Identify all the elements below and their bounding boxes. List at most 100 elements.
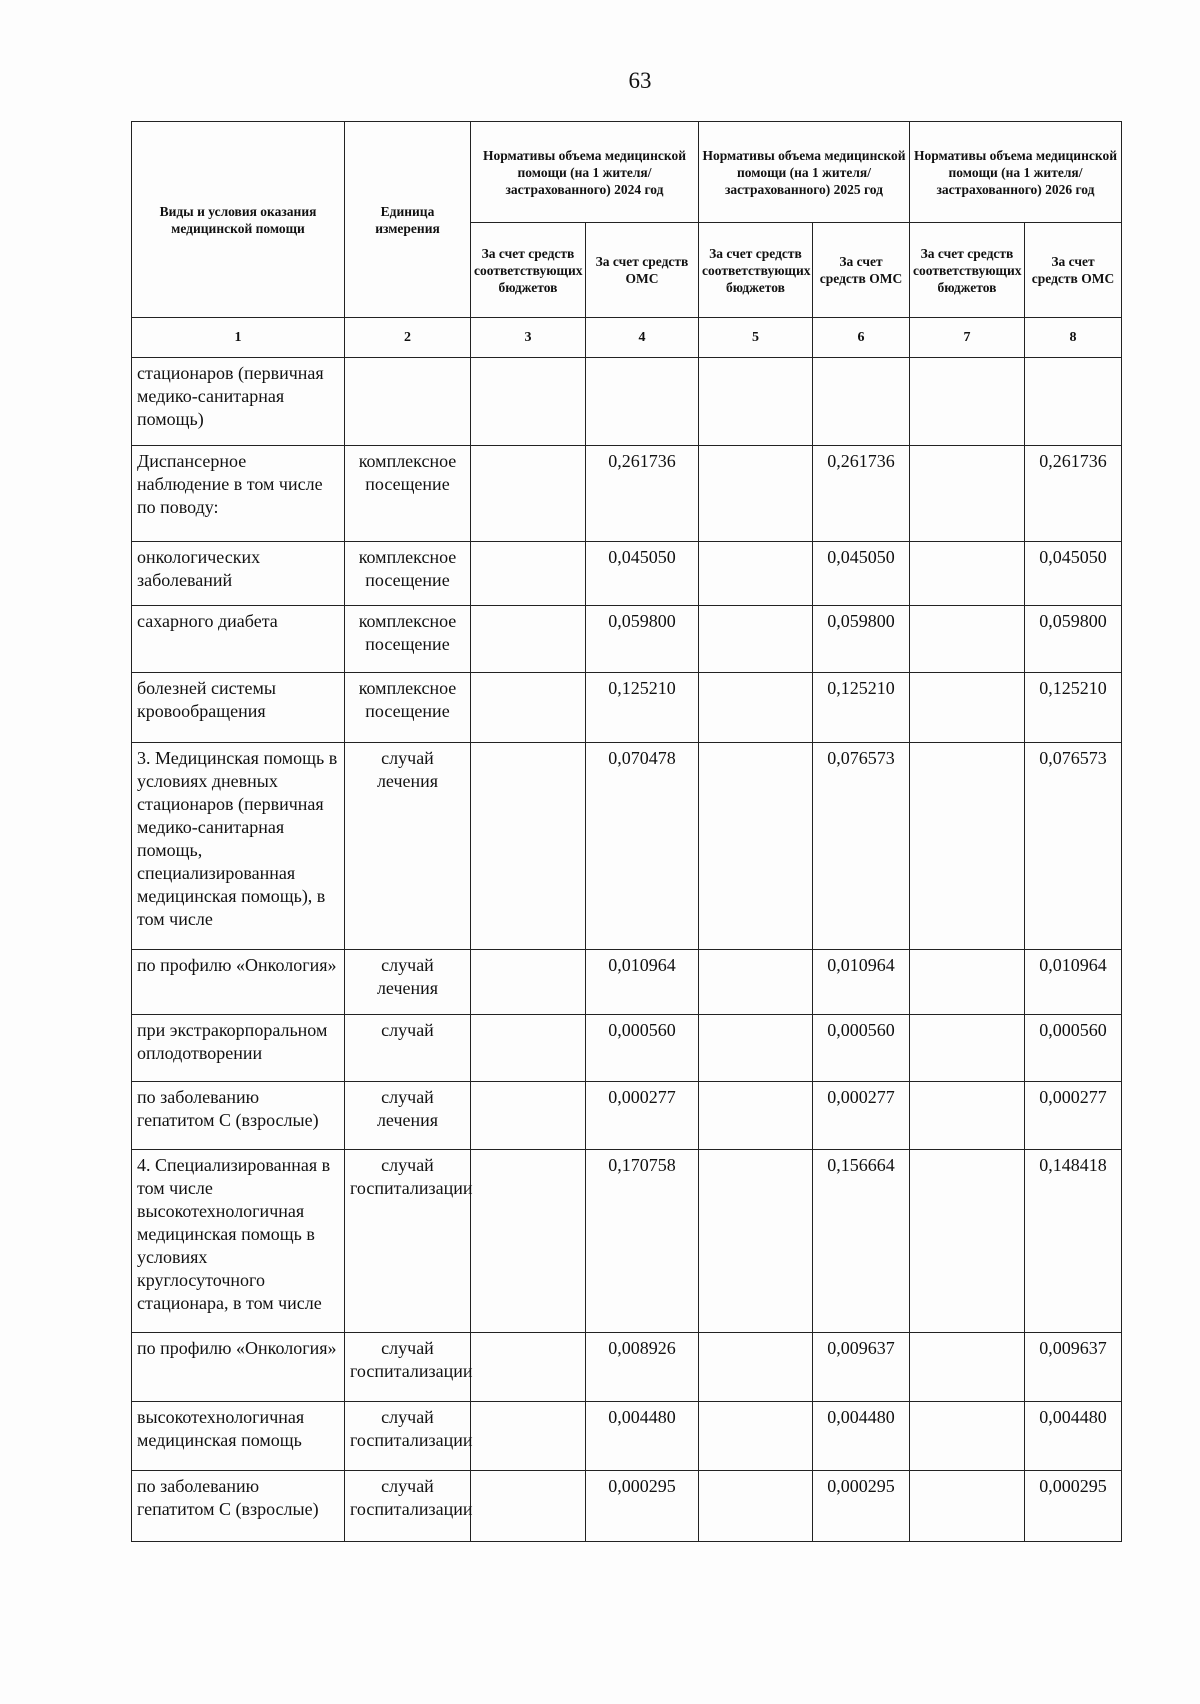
budget-2024: [470, 1014, 586, 1082]
header-oms-2024: За счет средств ОМС: [585, 222, 699, 318]
oms-2025: 0,010964: [812, 949, 910, 1015]
row-name: 4. Специализированная в том числе высоко…: [131, 1149, 345, 1333]
oms-2024: 0,170758: [585, 1149, 699, 1333]
budget-2024: [470, 1081, 586, 1150]
row-name: болезней системы кровообращения: [131, 672, 345, 743]
header-budget-2025: За счет средств соответствующих бюджетов: [698, 222, 813, 318]
row-name: высокотехнологичная медицинская помощь: [131, 1401, 345, 1471]
oms-2025: 0,004480: [812, 1401, 910, 1471]
oms-2026: 0,004480: [1024, 1401, 1122, 1471]
header-group-2025: Нормативы объема медицинской помощи (на …: [698, 121, 910, 223]
column-number: 8: [1024, 317, 1122, 358]
column-number: 5: [698, 317, 813, 358]
oms-2025: 0,076573: [812, 742, 910, 950]
header-col1: Виды и условия оказания медицинской помо…: [131, 121, 345, 318]
budget-2024: [470, 541, 586, 606]
row-unit: случай госпитализации: [344, 1401, 472, 1471]
oms-2024: [585, 357, 699, 446]
budget-2026: [909, 1081, 1025, 1150]
table-row: Диспансерное наблюдение в том числе по п…: [131, 445, 1122, 542]
budget-2026: [909, 357, 1025, 446]
oms-2024: 0,261736: [585, 445, 699, 542]
header-group-2024: Нормативы объема медицинской помощи (на …: [470, 121, 699, 223]
budget-2026: [909, 1149, 1025, 1333]
oms-2026: 0,076573: [1024, 742, 1122, 950]
oms-2024: 0,008926: [585, 1332, 699, 1402]
table-row: при экстракорпоральном оплодотворении слу…: [131, 1014, 1122, 1082]
row-name: Диспансерное наблюдение в том числе по п…: [131, 445, 345, 542]
budget-2026: [909, 672, 1025, 743]
oms-2026: 0,000277: [1024, 1081, 1122, 1150]
row-name: при экстракорпоральном оплодотворении: [131, 1014, 345, 1082]
budget-2025: [698, 605, 813, 673]
budget-2025: [698, 1401, 813, 1471]
budget-2025: [698, 1149, 813, 1333]
oms-2026: 0,125210: [1024, 672, 1122, 743]
row-unit: случай лечения: [344, 949, 471, 1015]
table-row: сахарного диабета комплексное посещение 0,…: [131, 605, 1122, 673]
budget-2026: [909, 445, 1025, 542]
row-unit: комплексное посещение: [344, 672, 471, 743]
header-budget-2024: За счет средств соответствующих бюджетов: [470, 222, 586, 318]
budget-2026: [909, 1401, 1025, 1471]
row-name: по профилю «Онкология»: [131, 949, 345, 1015]
budget-2025: [698, 445, 813, 542]
oms-2024: 0,059800: [585, 605, 699, 673]
budget-2024: [470, 1332, 586, 1402]
header-col2: Единица измерения: [344, 121, 471, 318]
row-unit: комплексное посещение: [344, 605, 471, 673]
budget-2025: [698, 541, 813, 606]
row-unit: случай: [344, 1014, 471, 1082]
budget-2026: [909, 541, 1025, 606]
budget-2025: [698, 1470, 813, 1542]
header-oms-2025: За счет средств ОМС: [812, 222, 910, 318]
oms-2024: 0,000277: [585, 1081, 699, 1150]
column-number: 3: [470, 317, 586, 358]
column-number: 2: [344, 317, 471, 358]
table-row: болезней системы кровообращения комплексн…: [131, 672, 1122, 743]
oms-2025: 0,045050: [812, 541, 910, 606]
table-row: по заболеванию гепатитом С (взрослые) слу…: [131, 1470, 1122, 1542]
row-name: по профилю «Онкология»: [131, 1332, 345, 1402]
budget-2025: [698, 949, 813, 1015]
budget-2025: [698, 1081, 813, 1150]
column-number: 1: [131, 317, 345, 358]
row-unit: случай госпитализации: [344, 1149, 472, 1333]
header-group-2026: Нормативы объема медицинской помощи (на …: [909, 121, 1122, 223]
oms-2025: 0,000277: [812, 1081, 910, 1150]
oms-2025: 0,156664: [812, 1149, 910, 1333]
oms-2024: 0,000295: [585, 1470, 699, 1542]
oms-2024: 0,125210: [585, 672, 699, 743]
budget-2024: [470, 949, 586, 1015]
row-unit: случай лечения: [344, 742, 471, 950]
norms-table: Виды и условия оказания медицинской помо…: [131, 121, 1122, 1542]
oms-2024: 0,000560: [585, 1014, 699, 1082]
row-unit: случай лечения: [344, 1081, 471, 1150]
budget-2026: [909, 949, 1025, 1015]
oms-2026: 0,148418: [1024, 1149, 1122, 1333]
row-unit: комплексное посещение: [344, 541, 471, 606]
budget-2025: [698, 1332, 813, 1402]
oms-2025: 0,009637: [812, 1332, 910, 1402]
column-number: 6: [812, 317, 910, 358]
oms-2026: 0,261736: [1024, 445, 1122, 542]
oms-2024: 0,010964: [585, 949, 699, 1015]
row-unit: [344, 357, 471, 446]
oms-2026: 0,000295: [1024, 1470, 1122, 1542]
oms-2025: 0,000560: [812, 1014, 910, 1082]
budget-2024: [470, 672, 586, 743]
page-number: 63: [628, 68, 652, 93]
row-unit: случай госпитализации: [344, 1470, 472, 1542]
oms-2025: 0,000295: [812, 1470, 910, 1542]
budget-2026: [909, 1470, 1025, 1542]
budget-2024: [470, 357, 586, 446]
budget-2024: [470, 1470, 586, 1542]
budget-2025: [698, 357, 813, 446]
table-row: по заболеванию гепатитом С (взрослые) слу…: [131, 1081, 1122, 1150]
table-row: по профилю «Онкология» случай лечения 0,01…: [131, 949, 1122, 1015]
row-name: 3. Медицинская помощь в условиях дневных…: [131, 742, 345, 950]
oms-2026: 0,000560: [1024, 1014, 1122, 1082]
table-row: по профилю «Онкология» случай госпитализа…: [131, 1332, 1122, 1402]
oms-2026: 0,059800: [1024, 605, 1122, 673]
